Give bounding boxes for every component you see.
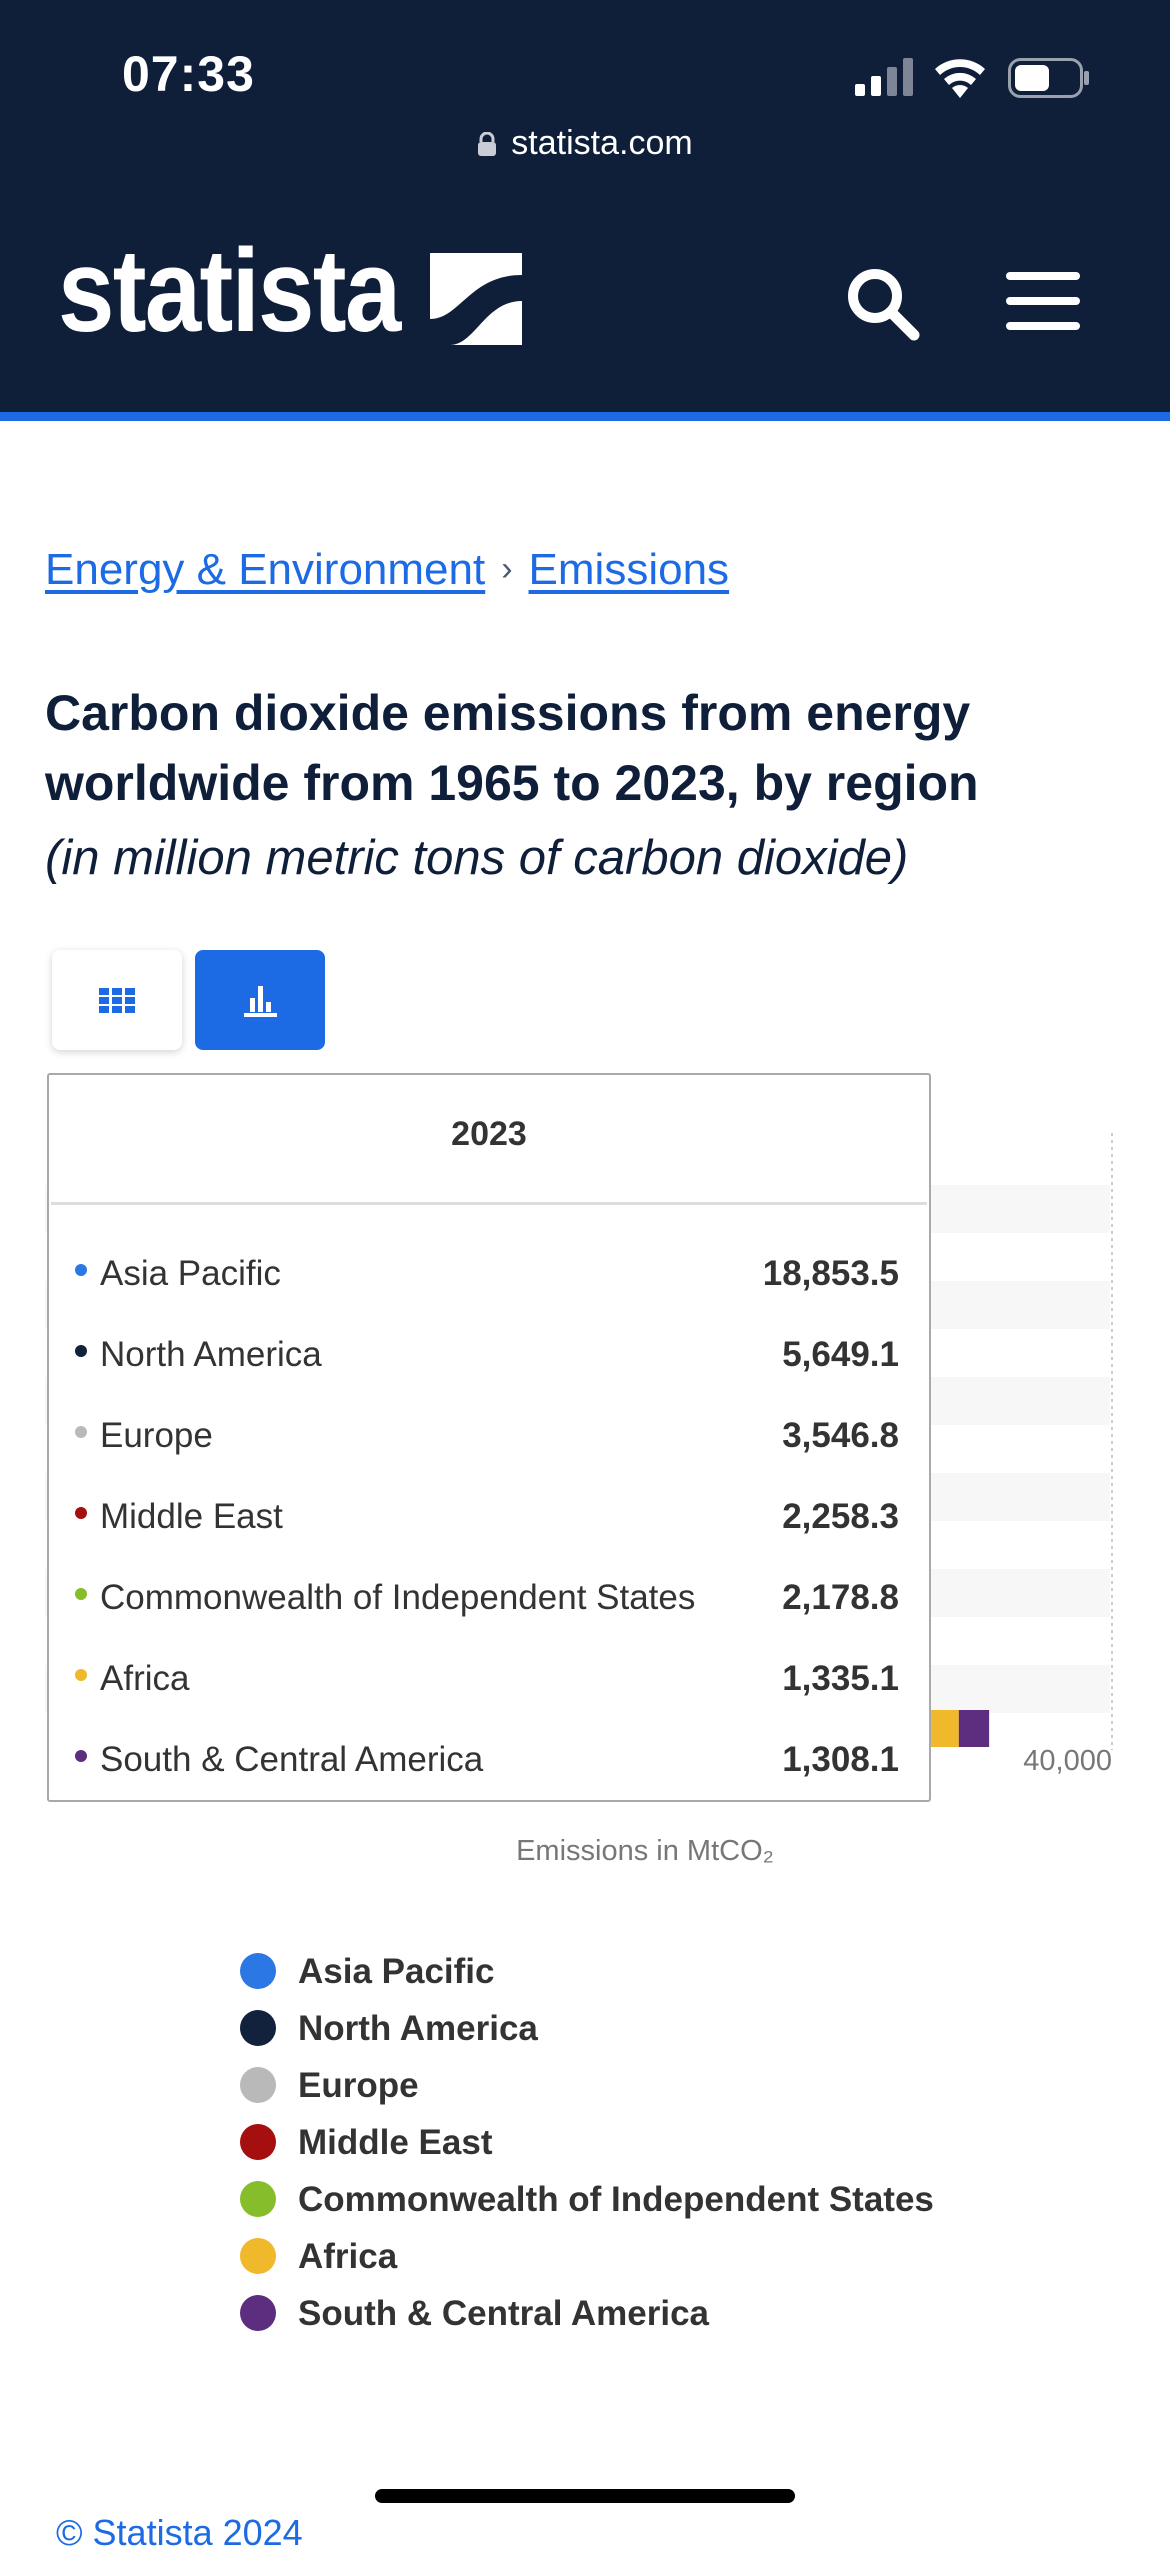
- page-subtitle: (in million metric tons of carbon dioxid…: [45, 831, 909, 885]
- statista-logo-mark-icon[interactable]: [430, 253, 522, 345]
- breadcrumb-link-energy[interactable]: Energy & Environment: [45, 545, 486, 594]
- series-dot-icon: [75, 1507, 87, 1519]
- series-dot-icon: [75, 1426, 87, 1438]
- legend-label: South & Central America: [298, 2294, 710, 2333]
- tooltip-series-value: 5,649.1: [782, 1335, 899, 1374]
- tooltip-series-name: Asia Pacific: [100, 1254, 281, 1293]
- tooltip-series-value: 1,308.1: [782, 1740, 899, 1779]
- tooltip-row: South & Central America 1,308.1: [49, 1736, 929, 1786]
- breadcrumb: Energy & Environment › Emissions: [45, 545, 729, 595]
- home-indicator: [375, 2489, 795, 2503]
- status-time: 07:33: [122, 46, 255, 102]
- legend-label: Middle East: [298, 2123, 493, 2162]
- tooltip-series-name: North America: [100, 1335, 322, 1374]
- tooltip-series-value: 18,853.5: [762, 1254, 899, 1293]
- tooltip-row: Europe 3,546.8: [49, 1412, 929, 1462]
- legend-label: Commonwealth of Independent States: [298, 2180, 934, 2219]
- tooltip-row: Middle East 2,258.3: [49, 1493, 929, 1543]
- legend-swatch-icon: [240, 2010, 276, 2046]
- series-dot-icon: [75, 1264, 87, 1276]
- tooltip-row: Commonwealth of Independent States 2,178.…: [49, 1574, 929, 1624]
- header-accent-line: [0, 412, 1170, 421]
- tooltip-row: North America 5,649.1: [49, 1331, 929, 1381]
- series-dot-icon: [75, 1750, 87, 1762]
- tooltip-divider: [51, 1202, 927, 1205]
- search-icon[interactable]: [844, 265, 920, 341]
- tooltip-series-name: Africa: [100, 1659, 190, 1698]
- legend-swatch-icon: [240, 2181, 276, 2217]
- series-dot-icon: [75, 1669, 87, 1681]
- hamburger-menu-icon[interactable]: [1004, 268, 1082, 334]
- tooltip-series-name: South & Central America: [100, 1740, 484, 1779]
- x-tick-label: 40,000: [1023, 1745, 1112, 1777]
- bar-segment-south-central-america[interactable]: [958, 1710, 990, 1747]
- legend-swatch-icon: [240, 1953, 276, 1989]
- legend-label: Africa: [298, 2237, 398, 2276]
- grid-icon: [99, 988, 135, 1013]
- statista-logo-text[interactable]: statista: [58, 225, 401, 357]
- legend-label: Asia Pacific: [298, 1952, 495, 1991]
- breadcrumb-link-emissions[interactable]: Emissions: [528, 545, 730, 594]
- legend-swatch-icon: [240, 2124, 276, 2160]
- tooltip-year: 2023: [451, 1115, 527, 1153]
- tooltip-series-value: 2,178.8: [782, 1578, 899, 1617]
- cellular-signal-icon: [855, 58, 913, 96]
- legend-label: Europe: [298, 2066, 419, 2105]
- legend-label: North America: [298, 2009, 538, 2048]
- bar-segment-africa[interactable]: [927, 1710, 959, 1747]
- page-title: Carbon dioxide emissions from energy wor…: [45, 685, 979, 811]
- breadcrumb-separator-icon: ›: [501, 550, 513, 588]
- tooltip-series-name: Middle East: [100, 1497, 283, 1536]
- table-view-button[interactable]: [52, 950, 182, 1050]
- legend-swatch-icon: [240, 2238, 276, 2274]
- tooltip-row: Asia Pacific 18,853.5: [49, 1250, 929, 1300]
- series-dot-icon: [75, 1345, 87, 1357]
- battery-icon: [1008, 58, 1089, 98]
- chart-tooltip: 2023 Asia Pacific 18,853.5 North America 5,…: [47, 1073, 931, 1802]
- url-text: statista.com: [511, 124, 693, 162]
- wifi-icon: [935, 59, 985, 98]
- tooltip-series-name: Commonwealth of Independent States: [100, 1578, 696, 1617]
- statista-copyright[interactable]: © Statista 2024: [56, 2512, 303, 2553]
- tooltip-series-value: 3,546.8: [782, 1416, 899, 1455]
- legend-swatch-icon: [240, 2067, 276, 2103]
- tooltip-series-value: 1,335.1: [782, 1659, 899, 1698]
- bar-chart-icon: [244, 986, 277, 1017]
- series-dot-icon: [75, 1588, 87, 1600]
- tooltip-series-value: 2,258.3: [782, 1497, 899, 1536]
- tooltip-row: Africa 1,335.1: [49, 1655, 929, 1705]
- chart-view-button[interactable]: [195, 950, 325, 1050]
- lock-icon: [478, 132, 497, 156]
- address-bar[interactable]: statista.com: [0, 124, 1170, 163]
- tooltip-series-name: Europe: [100, 1416, 213, 1455]
- x-axis-label: Emissions in MtCO₂: [516, 1835, 774, 1867]
- legend-swatch-icon: [240, 2295, 276, 2331]
